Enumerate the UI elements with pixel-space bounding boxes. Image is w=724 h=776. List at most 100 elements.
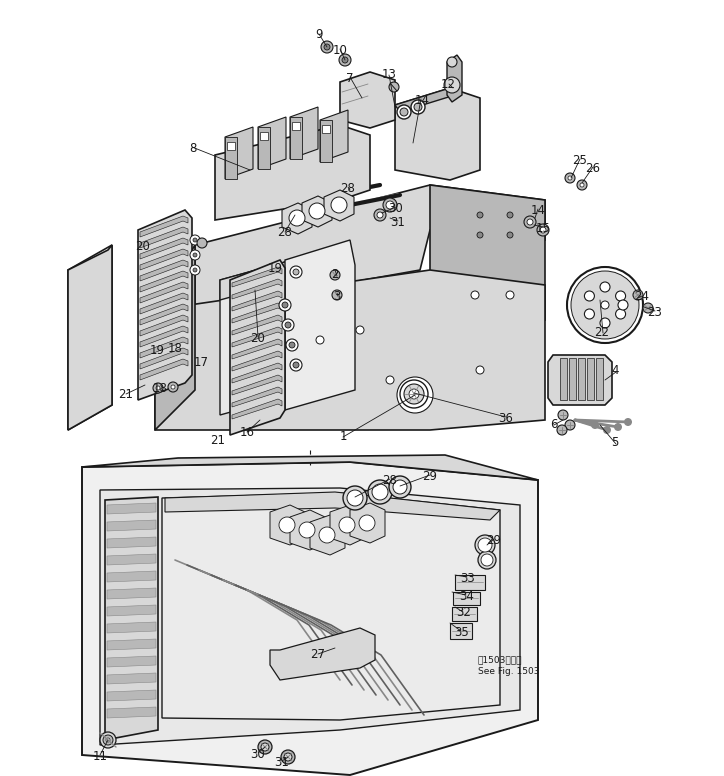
Text: 19: 19 bbox=[149, 344, 164, 356]
Circle shape bbox=[359, 515, 375, 531]
Circle shape bbox=[389, 476, 411, 498]
Polygon shape bbox=[107, 537, 156, 548]
Text: 29: 29 bbox=[423, 469, 437, 483]
Polygon shape bbox=[107, 605, 156, 616]
Polygon shape bbox=[107, 656, 156, 667]
Circle shape bbox=[193, 268, 197, 272]
Bar bbox=[450, 623, 472, 639]
Polygon shape bbox=[225, 137, 237, 179]
Polygon shape bbox=[105, 497, 158, 740]
Polygon shape bbox=[140, 348, 188, 369]
Circle shape bbox=[527, 219, 533, 225]
Text: 28: 28 bbox=[277, 227, 292, 240]
Text: 24: 24 bbox=[634, 290, 649, 303]
Text: 15: 15 bbox=[536, 221, 550, 234]
Polygon shape bbox=[82, 455, 538, 480]
Polygon shape bbox=[100, 488, 520, 745]
Polygon shape bbox=[560, 358, 567, 400]
Text: 11: 11 bbox=[93, 750, 107, 763]
Circle shape bbox=[477, 212, 483, 218]
Polygon shape bbox=[290, 117, 302, 159]
Circle shape bbox=[156, 386, 160, 390]
Text: 9: 9 bbox=[315, 29, 323, 41]
Polygon shape bbox=[230, 260, 285, 435]
Polygon shape bbox=[395, 88, 455, 112]
Circle shape bbox=[567, 267, 643, 343]
Circle shape bbox=[540, 227, 546, 233]
Polygon shape bbox=[324, 190, 354, 221]
Circle shape bbox=[286, 339, 298, 351]
Circle shape bbox=[571, 271, 639, 339]
Polygon shape bbox=[587, 358, 594, 400]
Circle shape bbox=[282, 319, 294, 331]
Text: 6: 6 bbox=[550, 417, 557, 431]
Text: 36: 36 bbox=[499, 411, 513, 424]
Circle shape bbox=[615, 309, 626, 319]
Circle shape bbox=[309, 203, 325, 219]
Polygon shape bbox=[232, 327, 282, 347]
Circle shape bbox=[507, 232, 513, 238]
Polygon shape bbox=[430, 185, 545, 320]
Text: 20: 20 bbox=[251, 331, 266, 345]
Circle shape bbox=[377, 212, 383, 218]
Circle shape bbox=[372, 484, 388, 500]
Circle shape bbox=[558, 410, 568, 420]
Circle shape bbox=[506, 291, 514, 299]
Text: 8: 8 bbox=[189, 141, 197, 154]
Text: 28: 28 bbox=[382, 473, 397, 487]
Polygon shape bbox=[107, 554, 156, 565]
Text: 13: 13 bbox=[382, 68, 397, 81]
Circle shape bbox=[393, 480, 407, 494]
Polygon shape bbox=[320, 110, 348, 162]
Circle shape bbox=[374, 209, 386, 221]
Text: 1: 1 bbox=[340, 431, 347, 444]
Circle shape bbox=[600, 282, 610, 292]
Circle shape bbox=[447, 57, 457, 67]
Circle shape bbox=[100, 732, 116, 748]
Polygon shape bbox=[258, 127, 270, 169]
Text: 14: 14 bbox=[531, 203, 545, 217]
Polygon shape bbox=[155, 245, 195, 430]
Polygon shape bbox=[578, 358, 585, 400]
Circle shape bbox=[565, 420, 575, 430]
Circle shape bbox=[103, 735, 113, 745]
Circle shape bbox=[197, 238, 207, 248]
Circle shape bbox=[324, 44, 330, 50]
Circle shape bbox=[321, 41, 333, 53]
Circle shape bbox=[193, 253, 197, 257]
Polygon shape bbox=[140, 359, 188, 380]
Polygon shape bbox=[232, 387, 282, 407]
Polygon shape bbox=[270, 628, 375, 680]
Circle shape bbox=[524, 216, 536, 228]
Circle shape bbox=[316, 336, 324, 344]
Circle shape bbox=[284, 753, 292, 761]
Circle shape bbox=[400, 380, 428, 408]
Text: 図1503図参照: 図1503図参照 bbox=[478, 656, 523, 664]
Circle shape bbox=[339, 54, 351, 66]
Text: 18: 18 bbox=[167, 341, 182, 355]
Polygon shape bbox=[215, 125, 370, 220]
Circle shape bbox=[290, 359, 302, 371]
Polygon shape bbox=[569, 358, 576, 400]
Circle shape bbox=[383, 198, 397, 212]
Text: 34: 34 bbox=[460, 590, 474, 602]
Text: 29: 29 bbox=[487, 534, 502, 546]
Circle shape bbox=[343, 486, 367, 510]
Circle shape bbox=[331, 197, 347, 213]
Polygon shape bbox=[107, 520, 156, 531]
Polygon shape bbox=[232, 303, 282, 323]
Polygon shape bbox=[232, 399, 282, 419]
Text: See Fig. 1503: See Fig. 1503 bbox=[478, 667, 539, 677]
Circle shape bbox=[190, 250, 200, 260]
Circle shape bbox=[507, 212, 513, 218]
Circle shape bbox=[565, 173, 575, 183]
Circle shape bbox=[615, 291, 626, 301]
Circle shape bbox=[584, 291, 594, 301]
Polygon shape bbox=[282, 203, 312, 234]
Circle shape bbox=[633, 290, 643, 300]
Circle shape bbox=[475, 535, 495, 555]
Polygon shape bbox=[350, 503, 385, 543]
Text: 25: 25 bbox=[573, 154, 587, 167]
Polygon shape bbox=[107, 588, 156, 599]
Text: 27: 27 bbox=[311, 649, 326, 661]
